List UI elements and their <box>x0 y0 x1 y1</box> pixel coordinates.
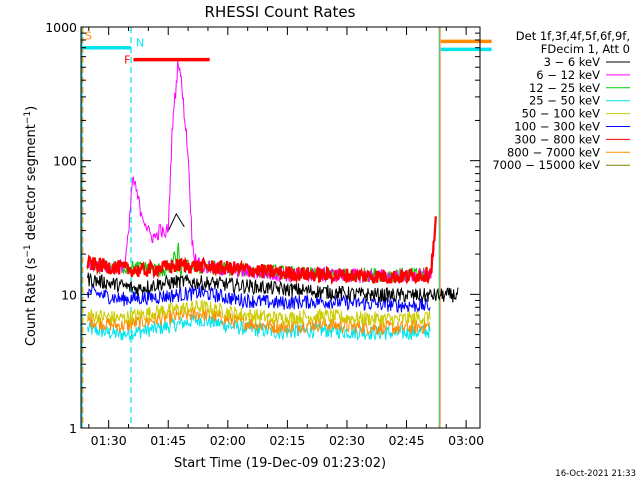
flag-label-0: S <box>85 30 92 43</box>
series-peak-0 <box>167 212 185 231</box>
legend-label-8: 7000 − 15000 keV <box>492 158 600 172</box>
x-tick-label-5: 02:45 <box>389 433 425 448</box>
legend-label-3: 25 − 50 keV <box>529 94 600 108</box>
legend-label-4: 50 − 100 keV <box>522 107 601 121</box>
series-line-0 <box>87 272 459 303</box>
y-tick-label-2: 100 <box>53 154 77 169</box>
plot-frame <box>80 26 481 429</box>
legend-title-line2: FDecim 1, Att 0 <box>541 42 630 56</box>
timestamp: 16-Oct-2021 21:33 <box>555 469 636 479</box>
y-tick-label-3: 1000 <box>45 20 77 35</box>
y-axis-label-main: Count Rate (s <box>24 257 39 346</box>
chart-title: RHESSI Count Rates <box>205 3 356 21</box>
legend-title-line1: Det 1f,3f,4f,5f,6f,9f, <box>516 29 630 43</box>
series-line-4 <box>87 299 431 327</box>
legend-label-2: 12 − 25 keV <box>529 81 600 95</box>
series-group <box>86 60 459 342</box>
x-tick-label-0: 01:30 <box>91 433 127 448</box>
legend-label-1: 6 − 12 keV <box>536 68 600 82</box>
x-tick-label-2: 02:00 <box>210 433 246 448</box>
y-axis-ticks: 1 10 100 1000 <box>45 20 480 436</box>
x-axis-ticks: 01:30 01:45 02:00 02:15 02:30 02:45 03:00 <box>88 27 484 448</box>
x-axis-label: Start Time (19-Dec-09 01:23:02) <box>174 456 386 471</box>
interval-vertical-lines <box>81 27 441 428</box>
y-tick-label-1: 10 <box>61 287 77 302</box>
legend: Det 1f,3f,4f,5f,6f,9f, FDecim 1, Att 0 3… <box>492 29 630 172</box>
series-line-6 <box>86 216 437 286</box>
x-tick-label-4: 02:30 <box>329 433 365 448</box>
series-line-7 <box>87 307 431 336</box>
y-axis-label-sup1: −1 <box>23 244 33 257</box>
y-axis-label-sup2: −1 <box>23 111 33 124</box>
y-axis-label-mid: detector segment <box>24 124 39 244</box>
y-axis-label-end: ) <box>24 106 39 111</box>
legend-label-6: 300 − 800 keV <box>514 132 600 146</box>
legend-label-7: 800 − 7000 keV <box>507 145 600 159</box>
series-line-5 <box>87 284 431 314</box>
x-tick-label-3: 02:15 <box>269 433 305 448</box>
x-tick-label-6: 03:00 <box>448 433 484 448</box>
y-tick-label-0: 1 <box>69 421 77 436</box>
legend-label-5: 100 − 300 keV <box>514 120 600 134</box>
flag-label-2: F <box>124 54 130 67</box>
x-tick-label-1: 01:45 <box>150 433 186 448</box>
flag-bars-group: S NF <box>82 30 492 67</box>
flag-label-1: N <box>136 37 144 50</box>
legend-label-0: 3 − 6 keV <box>544 55 601 69</box>
y-axis-label: Count Rate (s−1 detector segment−1) <box>23 106 39 346</box>
